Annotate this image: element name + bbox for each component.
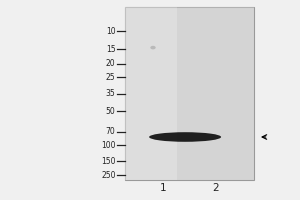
- Text: 35: 35: [106, 90, 116, 98]
- Bar: [177, 7, 254, 180]
- Ellipse shape: [149, 132, 221, 142]
- Circle shape: [150, 46, 156, 49]
- Text: 20: 20: [106, 60, 116, 68]
- Text: 150: 150: [101, 156, 116, 166]
- Text: 25: 25: [106, 72, 116, 82]
- Text: 250: 250: [101, 170, 116, 180]
- Text: 10: 10: [106, 26, 116, 36]
- Bar: [124, 7, 254, 180]
- Text: 50: 50: [106, 106, 116, 116]
- Text: 2: 2: [213, 183, 219, 193]
- Text: 70: 70: [106, 128, 116, 136]
- Text: 15: 15: [106, 45, 116, 53]
- Text: 100: 100: [101, 140, 116, 149]
- Bar: [124, 7, 177, 180]
- Text: 1: 1: [160, 183, 167, 193]
